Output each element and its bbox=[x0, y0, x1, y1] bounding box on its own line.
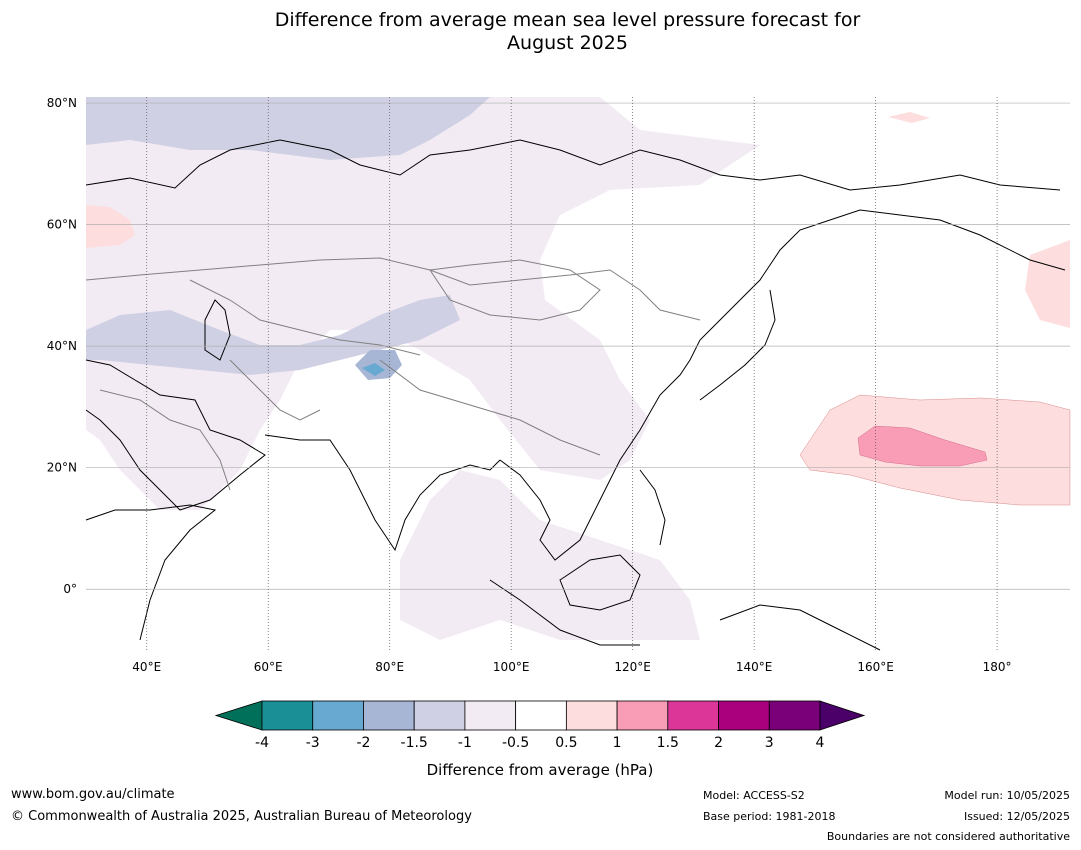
colorbar-tick-label: -1 bbox=[458, 735, 472, 751]
anomaly-region-positive-pacific-core bbox=[857, 425, 988, 467]
model-name: Model: ACCESS-S2 bbox=[703, 789, 805, 802]
coastline-africa-horn bbox=[85, 504, 217, 641]
longitude-tick-label: 140°E bbox=[736, 660, 773, 674]
copyright-text: © Commonwealth of Australia 2025, Austra… bbox=[11, 809, 472, 824]
colorbar-segment bbox=[363, 700, 415, 731]
boundaries-disclaimer: Boundaries are not considered authoritat… bbox=[826, 830, 1070, 843]
anomaly-region-positive-arctic bbox=[888, 112, 930, 123]
coastline-borneo bbox=[559, 554, 641, 611]
coastline-philippines bbox=[639, 469, 666, 546]
longitude-labels: 40°E 60°E 80°E 100°E 120°E 140°E 160°E 180° bbox=[132, 660, 1011, 674]
latitude-tick-label: 20°N bbox=[47, 461, 77, 475]
title-line-2: August 2025 bbox=[507, 32, 628, 54]
border-iran-pakistan bbox=[229, 359, 321, 421]
coastline-arctic bbox=[85, 139, 1061, 191]
border-mongolia bbox=[429, 259, 601, 321]
colorbar-tick-label: 4 bbox=[816, 735, 825, 751]
colorbar-segment bbox=[515, 700, 567, 731]
coastline-caspian bbox=[204, 299, 231, 361]
latitude-tick-label: 0° bbox=[63, 582, 77, 596]
colorbar-label: Difference from average (hPa) bbox=[427, 761, 654, 779]
colorbar-segment bbox=[667, 700, 719, 731]
country-borders bbox=[85, 257, 701, 491]
anomaly-region-negative-light-indian bbox=[400, 470, 700, 640]
colorbar-tick-label: -0.5 bbox=[502, 735, 529, 751]
border-china-south bbox=[379, 359, 601, 456]
border-central-asia bbox=[189, 279, 421, 356]
model-run-date: Model run: 10/05/2025 bbox=[944, 789, 1070, 802]
colorbar-segment bbox=[312, 700, 364, 731]
colorbar-tick-label: -2 bbox=[356, 735, 370, 751]
latitude-tick-label: 80°N bbox=[47, 96, 77, 110]
anomaly-region-negative-mid-central bbox=[86, 295, 460, 375]
colorbar-segment bbox=[413, 700, 466, 731]
colorbar-tick-label: 1 bbox=[613, 735, 622, 751]
coastline-sumatra bbox=[489, 579, 640, 646]
coastline-mediterranean bbox=[85, 359, 266, 511]
latitude-tick-label: 40°N bbox=[47, 339, 77, 353]
colorbar-tick-label: 3 bbox=[765, 735, 774, 751]
longitude-tick-label: 60°E bbox=[254, 660, 283, 674]
map-title: Difference from average mean sea level p… bbox=[0, 9, 1081, 55]
colorbar-segment bbox=[565, 700, 618, 731]
coastline-new-guinea bbox=[719, 604, 881, 651]
map-area bbox=[85, 97, 1071, 651]
colorbar-tick-label: 2 bbox=[714, 735, 723, 751]
latitude-tick-label: 60°N bbox=[47, 218, 77, 232]
anomaly-shading bbox=[86, 97, 1071, 640]
colorbar-segment bbox=[718, 700, 770, 731]
colorbar-segment bbox=[768, 700, 821, 731]
latitude-labels: 80°N 60°N 40°N 20°N 0° bbox=[47, 96, 77, 596]
longitude-tick-label: 120°E bbox=[614, 660, 651, 674]
longitude-tick-label: 80°E bbox=[375, 660, 404, 674]
colorbar-tick-label: -4 bbox=[255, 735, 269, 751]
coastline-japan bbox=[699, 289, 776, 401]
longitude-tick-label: 100°E bbox=[493, 660, 530, 674]
longitude-tick-label: 160°E bbox=[857, 660, 894, 674]
anomaly-region-positive-atlantic bbox=[86, 205, 135, 248]
colorbar-under-arrow bbox=[214, 700, 263, 731]
border-russia-south bbox=[85, 257, 701, 321]
coastline-southeast-asia bbox=[499, 209, 1066, 561]
colorbar: -4 -3 -2 -1.5 -1 -0.5 0.5 1 1.5 2 3 4 bbox=[214, 700, 866, 751]
colorbar-tick-label: -1.5 bbox=[401, 735, 428, 751]
coastlines bbox=[85, 139, 1066, 651]
colorbar-tick-label: 0.5 bbox=[555, 735, 577, 751]
anomaly-region-negative-mid-tibet bbox=[355, 350, 402, 380]
anomaly-region-negative-strong bbox=[362, 363, 385, 376]
colorbar-over-arrow bbox=[819, 700, 866, 731]
coastline-india bbox=[264, 434, 501, 552]
issued-date: Issued: 12/05/2025 bbox=[963, 810, 1070, 823]
title-line-1: Difference from average mean sea level p… bbox=[274, 9, 861, 31]
longitude-tick-label: 180° bbox=[983, 660, 1012, 674]
graticule bbox=[86, 97, 1070, 650]
longitude-tick-label: 40°E bbox=[132, 660, 161, 674]
website-url[interactable]: www.bom.gov.au/climate bbox=[11, 787, 175, 802]
colorbar-segment bbox=[261, 700, 314, 731]
base-period: Base period: 1981-2018 bbox=[703, 810, 836, 823]
colorbar-segment bbox=[464, 700, 517, 731]
colorbar-tick-label: 1.5 bbox=[657, 735, 679, 751]
anomaly-region-negative-mid-north bbox=[86, 97, 490, 160]
colorbar-segment bbox=[616, 700, 669, 731]
border-middle-east bbox=[99, 389, 231, 491]
colorbar-tick-label: -3 bbox=[306, 735, 320, 751]
